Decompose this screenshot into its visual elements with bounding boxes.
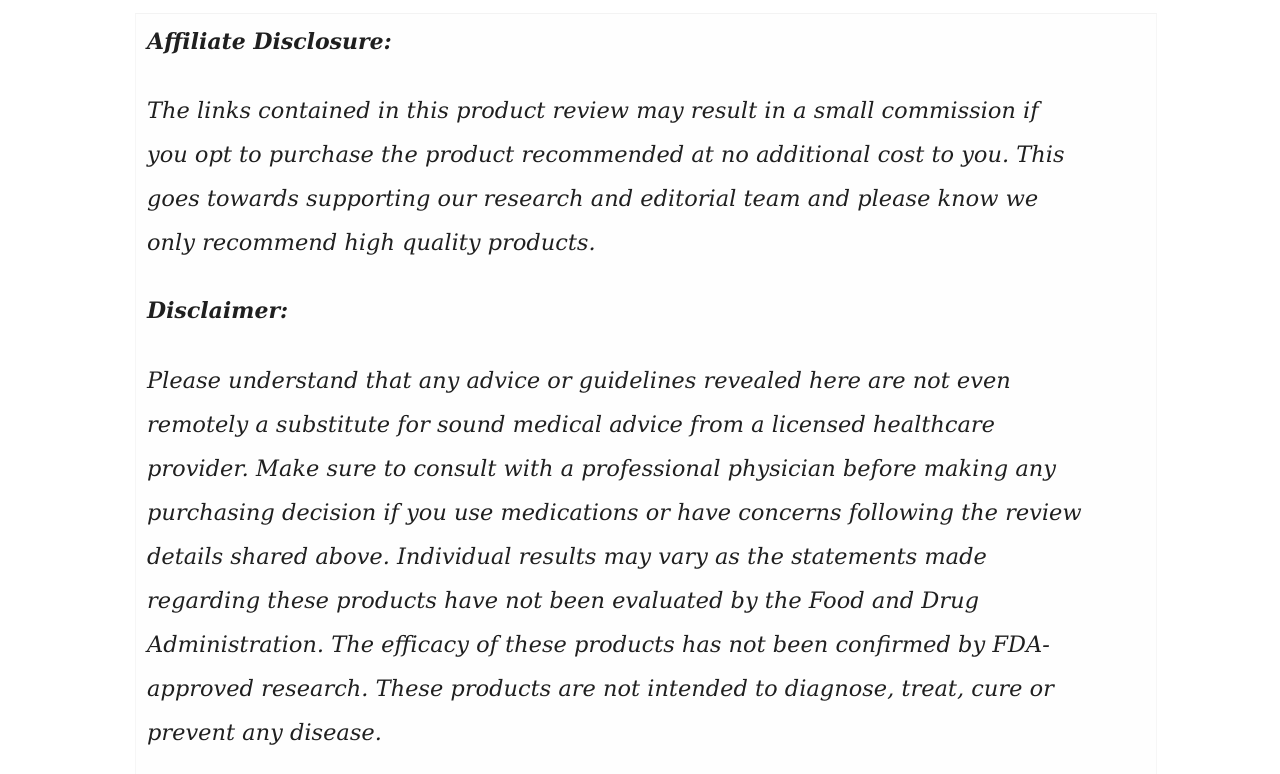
disclaimer-heading: Disclaimer: xyxy=(147,298,289,324)
disclaimer-text-line: purchasing decision if you use medicatio… xyxy=(147,500,1082,526)
affiliate-text-line: only recommend high quality products. xyxy=(147,230,596,256)
affiliate-heading: Affiliate Disclosure: xyxy=(147,29,392,55)
disclaimer-text-line: details shared above. Individual results… xyxy=(147,544,987,570)
disclaimer-text-line: prevent any disease. xyxy=(147,720,382,746)
disclaimer-text-line: regarding these products have not been e… xyxy=(147,588,979,614)
disclaimer-text-line: Administration. The efficacy of these pr… xyxy=(147,632,1050,658)
affiliate-text-line: you opt to purchase the product recommen… xyxy=(147,142,1065,168)
affiliate-text-line: goes towards supporting our research and… xyxy=(147,186,1039,212)
affiliate-text-line: The links contained in this product revi… xyxy=(147,98,1039,124)
disclaimer-text-line: approved research. These products are no… xyxy=(147,676,1054,702)
disclaimer-text-line: Please understand that any advice or gui… xyxy=(147,368,1011,394)
disclaimer-text-line: remotely a substitute for sound medical … xyxy=(147,412,995,438)
disclosure-card xyxy=(135,13,1157,774)
disclaimer-text-line: provider. Make sure to consult with a pr… xyxy=(147,456,1056,482)
